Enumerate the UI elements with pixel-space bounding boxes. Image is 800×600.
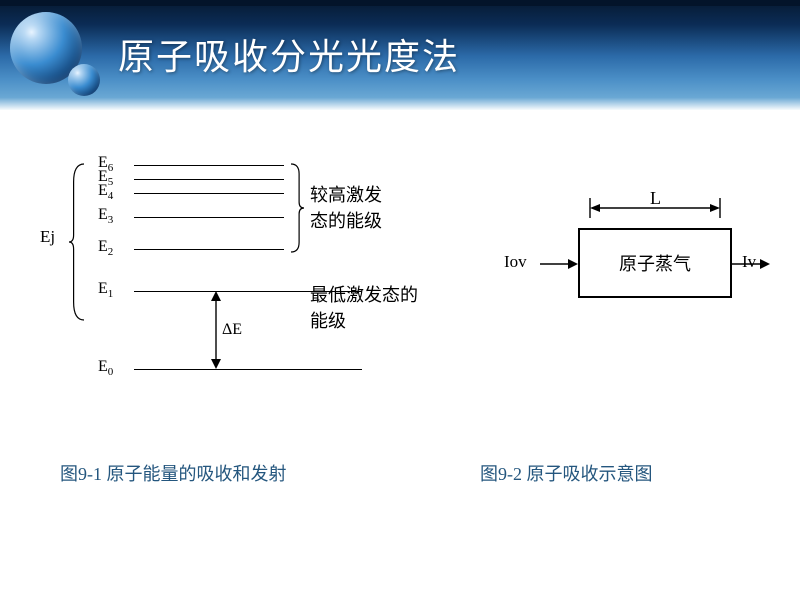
slide-body: Ej E6E5E4E3E2E1E0 较高激发 态的能级 最低激发态的能级 ΔE … [0, 110, 800, 600]
sphere-small-decor [68, 64, 100, 96]
level-line [134, 165, 284, 166]
lowest-level-note: 最低激发态的能级 [310, 281, 420, 333]
ej-label: Ej [40, 227, 55, 247]
slide-title: 原子吸收分光光度法 [118, 28, 460, 80]
ej-sub: j [50, 227, 55, 246]
figure1-caption: 图9-1 原子能量的吸收和发射 [60, 460, 287, 486]
figure2-caption: 图9-2 原子吸收示意图 [480, 460, 653, 486]
figure-energy-levels: Ej E6E5E4E3E2E1E0 较高激发 态的能级 最低激发态的能级 ΔE [40, 165, 420, 465]
level-line [134, 369, 362, 370]
right-brace [290, 163, 308, 257]
delta-symbol: Δ [222, 321, 232, 338]
level-label: E4 [98, 182, 113, 202]
vapor-box-label: 原子蒸气 [619, 250, 691, 276]
left-brace [68, 163, 88, 325]
output-intensity-label: Iv [742, 252, 756, 272]
level-label: E0 [98, 358, 113, 378]
note-line1: 较高激发 [310, 181, 382, 207]
level-line [134, 193, 284, 194]
input-intensity-label: Iov [504, 252, 527, 272]
delta-e-label: ΔE [222, 321, 242, 339]
level-line [134, 179, 284, 180]
level-line [134, 217, 284, 218]
figure-absorption-schematic: L 原子蒸气 Iov Iv [460, 170, 770, 400]
level-label: E1 [98, 280, 113, 300]
slide-header: 原子吸收分光光度法 [0, 0, 800, 110]
atomic-vapor-box: 原子蒸气 [578, 228, 732, 298]
delta-e-letter: E [232, 321, 242, 338]
ej-letter: E [40, 227, 50, 246]
note-line2: 态的能级 [310, 207, 382, 233]
level-label: E3 [98, 206, 113, 226]
level-line [134, 249, 284, 250]
level-label: E2 [98, 238, 113, 258]
upper-levels-note: 较高激发 态的能级 [310, 181, 382, 233]
